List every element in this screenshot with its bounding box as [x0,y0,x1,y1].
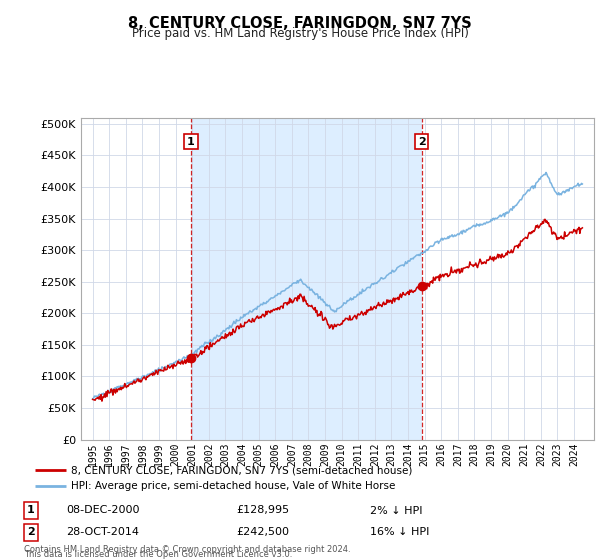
Text: £242,500: £242,500 [236,528,289,538]
Text: 08-DEC-2000: 08-DEC-2000 [66,506,139,515]
Text: 8, CENTURY CLOSE, FARINGDON, SN7 7YS: 8, CENTURY CLOSE, FARINGDON, SN7 7YS [128,16,472,31]
Text: 2: 2 [27,528,35,538]
Text: HPI: Average price, semi-detached house, Vale of White Horse: HPI: Average price, semi-detached house,… [71,481,396,491]
Text: £128,995: £128,995 [236,506,289,515]
Text: 2% ↓ HPI: 2% ↓ HPI [370,506,422,515]
Text: Price paid vs. HM Land Registry's House Price Index (HPI): Price paid vs. HM Land Registry's House … [131,27,469,40]
Text: 2: 2 [418,137,425,147]
Text: Contains HM Land Registry data © Crown copyright and database right 2024.: Contains HM Land Registry data © Crown c… [24,545,350,554]
Bar [191,118,422,440]
Text: 1: 1 [27,506,35,515]
Text: 8, CENTURY CLOSE, FARINGDON, SN7 7YS (semi-detached house): 8, CENTURY CLOSE, FARINGDON, SN7 7YS (se… [71,465,413,475]
Text: 1: 1 [187,137,195,147]
Text: 16% ↓ HPI: 16% ↓ HPI [370,528,430,538]
Text: This data is licensed under the Open Government Licence v3.0.: This data is licensed under the Open Gov… [24,550,292,559]
Text: 28-OCT-2014: 28-OCT-2014 [66,528,139,538]
